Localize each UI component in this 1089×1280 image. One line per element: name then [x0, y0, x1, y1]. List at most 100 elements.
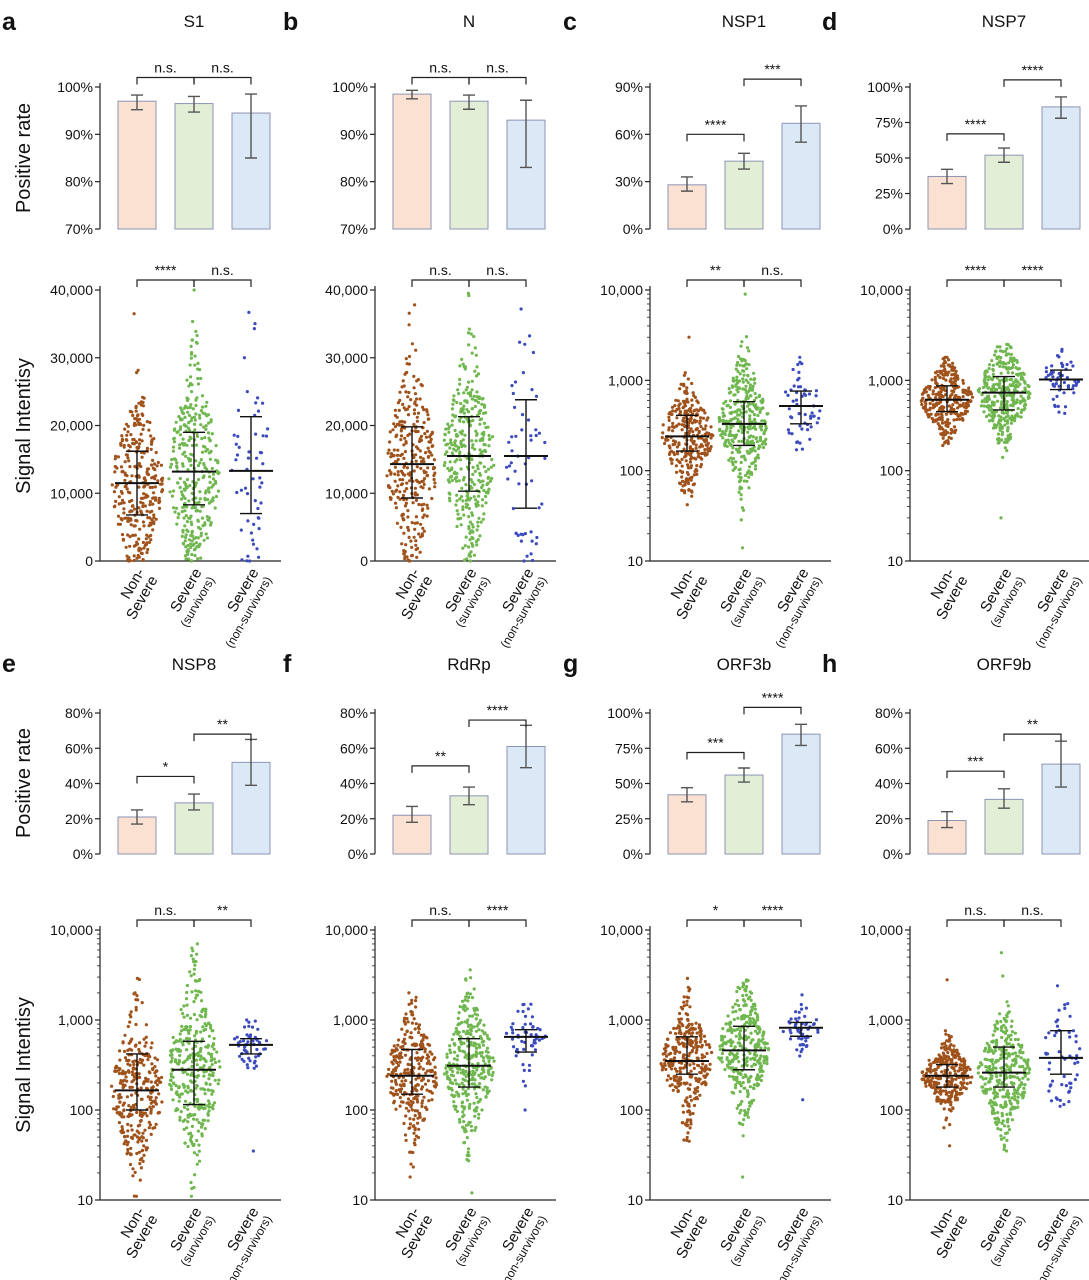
panel-d-scatter-point — [1071, 384, 1075, 388]
panel-c-scatter-point — [699, 456, 703, 460]
panel-a-scatter-point — [132, 312, 136, 316]
panel-c-scatter-point — [740, 546, 745, 550]
panel-g-scatter-point — [664, 1054, 669, 1058]
panel-c-scatter-point — [797, 412, 801, 416]
panel-c-scatter-point — [673, 442, 677, 446]
panel-a-scatter-point — [116, 455, 120, 459]
panel-a-scatter-point — [175, 430, 179, 434]
panel-f-scatter-point — [510, 1028, 515, 1032]
panel-c-scatter-point — [741, 380, 745, 384]
panel-g-scatter-point — [692, 1062, 696, 1066]
panel-e-scatter-ytick-label-1: 100 — [70, 1102, 94, 1118]
panel-d-scatter-point — [935, 382, 939, 386]
panel-d-scatter-point — [999, 402, 1004, 406]
panel-e-scatter-point — [137, 1047, 141, 1052]
panel-b-scatter-sig-bracket-1 — [468, 279, 527, 287]
panel-c-scatter-point — [790, 432, 794, 436]
panel-b-scatter-point — [458, 497, 462, 501]
panel-f-scatter-point — [511, 1022, 515, 1026]
panel-a-scatter-point — [131, 533, 135, 538]
panel-f-scatter-point — [489, 1066, 493, 1070]
panel-f-scatter-point — [420, 1039, 424, 1043]
panel-c-scatter-point — [692, 473, 696, 477]
panel-b-scatter-point — [510, 435, 514, 439]
panel-b-scatter-point — [428, 451, 432, 455]
panel-a-scatter-group-0 — [110, 312, 165, 563]
panel-a-scatter-point — [129, 523, 133, 527]
panel-e-scatter-point — [126, 1122, 130, 1126]
panel-b-scatter-point — [511, 506, 515, 511]
panel-a-scatter-point — [122, 443, 126, 447]
panel-a-scatter-point — [195, 434, 199, 438]
panel-e-scatter-point — [187, 1037, 192, 1041]
panel-b-scatter-point — [475, 528, 479, 532]
panel-e-scatter-point — [190, 1134, 194, 1138]
panel-c-scatter-point — [738, 363, 742, 367]
panel-g-scatter-point — [746, 1115, 750, 1119]
panel-f-scatter-point — [450, 1066, 454, 1070]
panel-b-scatter-point — [419, 434, 424, 438]
panel-b-scatter-point — [448, 475, 452, 479]
panel-d-scatter-point — [1002, 362, 1006, 366]
panel-d-scatter-point — [1006, 352, 1011, 356]
panel-e-scatter-point — [264, 1039, 269, 1043]
panel-a-scatter-point — [151, 466, 155, 470]
panel-e-scatter-point — [149, 1132, 153, 1136]
panel-c-scatter-point — [737, 439, 741, 443]
panel-c-scatter-point — [691, 430, 695, 434]
panel-e-scatter-point — [144, 1041, 148, 1045]
panel-e-scatter-point — [195, 1153, 199, 1157]
panel-f-scatter-point — [393, 1078, 398, 1082]
panel-a-scatter-point — [186, 410, 190, 414]
panel-g-scatter-point — [694, 1021, 698, 1025]
panel-a-scatter-point — [198, 509, 202, 513]
panel-c-scatter-point — [674, 464, 679, 468]
panel-f-scatter-point — [405, 1101, 409, 1105]
panel-c-scatter-point — [745, 346, 750, 350]
panel-f-scatter-point — [516, 1009, 520, 1013]
panel-f-scatter-point — [476, 1100, 480, 1104]
panel-g-scatter-ytick-label-3: 10,000 — [600, 922, 643, 938]
panel-e-scatter-point — [149, 1046, 153, 1050]
panel-d-scatter-point — [1000, 430, 1005, 434]
panel-f-scatter-point — [485, 1033, 489, 1038]
panel-e-scatter-point — [182, 1004, 186, 1008]
panel-b-scatter-point — [407, 362, 411, 366]
panel-b-scatter-point — [480, 402, 484, 406]
panel-e-scatter-point — [138, 1110, 142, 1114]
panel-d-scatter-point — [956, 414, 961, 418]
panel-a-scatter-point — [248, 559, 252, 563]
panel-d-scatter-point — [933, 378, 938, 382]
panel-d-scatter-point — [1065, 362, 1069, 367]
panel-b-scatter-point — [391, 454, 395, 458]
panel-g-scatter-point — [705, 1043, 709, 1047]
panel-d-bar-chart: 0%25%50%75%100%******** — [867, 62, 1081, 237]
panel-e-scatter-point — [207, 1102, 212, 1106]
panel-c-bar-sig-bracket-1 — [743, 78, 802, 87]
panel-a-scatter-point — [145, 541, 149, 545]
panel-e-scatter-point — [120, 1115, 124, 1119]
panel-e-scatter-point — [151, 1067, 155, 1072]
panel-g-scatter-point — [688, 1038, 693, 1042]
panel-a-scatter-point — [171, 445, 176, 449]
panel-b-scatter-point — [451, 402, 455, 406]
panel-f-scatter-point — [392, 1055, 396, 1059]
panel-b-scatter-point — [470, 511, 474, 515]
panel-a-scatter-point — [178, 476, 182, 481]
panel-c-scatter-point — [817, 416, 821, 420]
panel-a-scatter-point — [180, 497, 184, 501]
panel-c-scatter-point — [798, 441, 802, 445]
panel-a-scatter-point — [187, 426, 191, 430]
panel-c-letter: c — [563, 8, 577, 36]
panel-f-scatter-point — [522, 1002, 526, 1007]
panel-a-scatter-point — [192, 415, 196, 419]
panel-f-scatter-point — [414, 1005, 418, 1009]
panel-d-scatter-point — [1022, 404, 1026, 408]
panel-f-scatter-sig-bracket-0 — [411, 919, 470, 927]
panel-c-scatter-point — [753, 467, 758, 471]
panel-a-scatter-point — [200, 516, 205, 520]
panel-d-scatter-point — [998, 359, 1002, 363]
panel-a-scatter-point — [129, 433, 133, 437]
panel-e-scatter-point — [194, 989, 198, 993]
panel-b-scatter-point — [453, 460, 457, 464]
